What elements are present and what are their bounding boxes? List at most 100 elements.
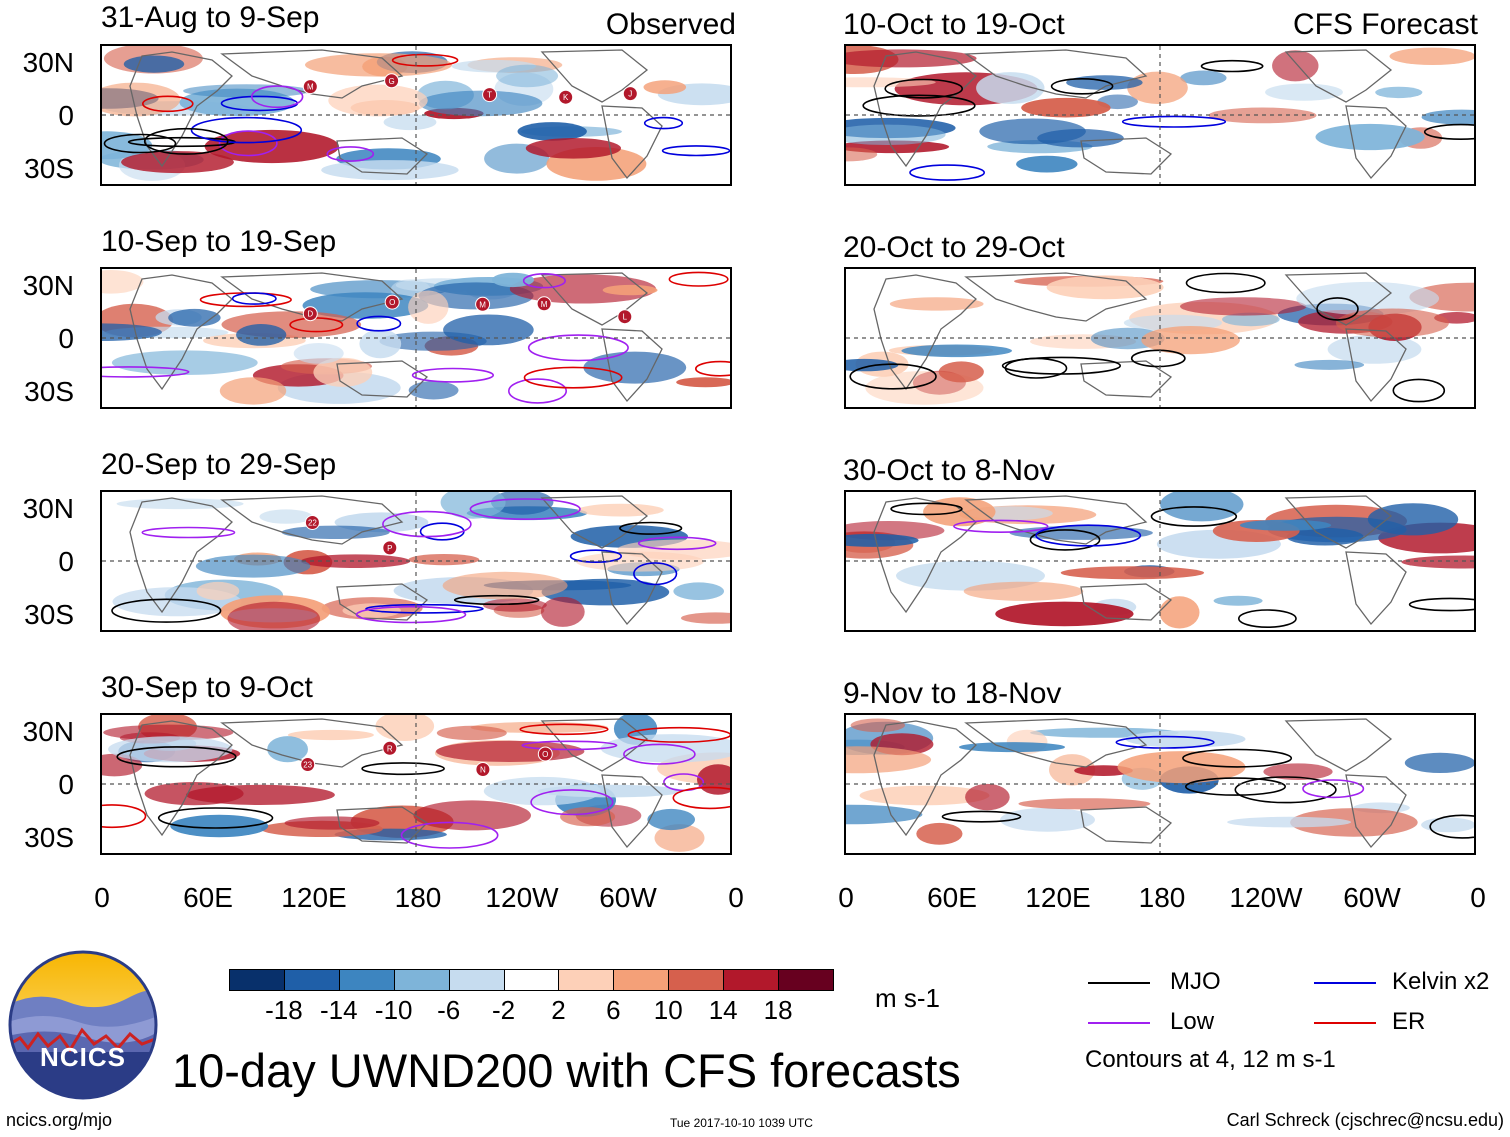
footer-timestamp: Tue 2017-10-10 1039 UTC <box>670 1116 813 1130</box>
contour-line <box>102 804 147 829</box>
observed-label: Observed <box>605 8 736 41</box>
lat-label-eq: 0 <box>58 323 74 354</box>
map-panel <box>844 267 1476 409</box>
colorbar-tick-label: -18 <box>265 995 303 1025</box>
contour-line <box>849 363 937 390</box>
coastline <box>220 272 404 322</box>
cyclone-label: R <box>387 744 393 753</box>
anomaly-shading <box>647 808 695 831</box>
contour-line <box>523 366 623 389</box>
anomaly-shading <box>236 324 287 346</box>
anomaly-shading <box>859 785 990 806</box>
footer-url[interactable]: ncics.org/mjo <box>6 1110 113 1130</box>
tropical-cyclone-icon <box>382 740 398 756</box>
legend-line-kelvin <box>1314 982 1376 984</box>
panel-title-right-1: 10-Oct to 19-Oct <box>843 8 1065 41</box>
coastline <box>964 495 1148 545</box>
colorbar-labels: -18 -14 -10 -6 -2 2 6 10 14 18 <box>229 995 833 1025</box>
footer-credit: Carl Schreck (cjschrec@ncsu.edu) <box>1226 1110 1504 1130</box>
anomaly-shading <box>102 82 181 117</box>
tropical-cyclone-icon <box>300 757 316 772</box>
coastline <box>1345 774 1407 849</box>
colorbar-swatch <box>668 969 725 991</box>
colorbar-tick-label: -2 <box>491 995 516 1025</box>
anomaly-shading <box>963 581 1084 601</box>
tropical-cyclone-icon <box>622 86 638 102</box>
colorbar-swatch <box>723 969 780 991</box>
anomaly-shading <box>916 822 963 845</box>
cyclone-label: D <box>307 310 313 319</box>
coastline <box>1284 272 1393 326</box>
coastline <box>220 718 404 768</box>
cyclone-label: P <box>387 544 392 553</box>
colorbar-swatch <box>503 969 560 991</box>
contour-line <box>1115 735 1215 749</box>
contour-line <box>1423 123 1474 140</box>
contour-line <box>507 378 567 404</box>
legend-label-mjo: MJO <box>1170 968 1221 995</box>
coastline <box>1080 360 1173 398</box>
contour-line <box>1121 115 1227 128</box>
anomaly-shading <box>965 783 1010 811</box>
contour-line <box>623 743 696 765</box>
contour-line <box>627 726 730 743</box>
contour-line <box>111 598 222 623</box>
colorbar-swatch <box>448 969 505 991</box>
anomaly-shading <box>111 350 258 375</box>
anomaly-shading <box>491 492 554 515</box>
contour-line <box>1408 597 1474 612</box>
anomaly-shading <box>1018 798 1151 810</box>
legend-label-low: Low <box>1170 1008 1215 1035</box>
map-panel: D O M M L <box>100 267 732 409</box>
anomaly-shading <box>1367 503 1459 536</box>
tropical-cyclone-icon <box>384 73 400 89</box>
anomaly-shading <box>1315 123 1425 151</box>
anomaly-shading <box>170 814 269 838</box>
lat-label-30n: 30N <box>22 47 74 78</box>
anomaly-shading <box>1159 596 1200 629</box>
lon-label: 0 <box>728 882 744 913</box>
colorbar-tick-label: 10 <box>653 995 683 1025</box>
cyclone-label: O <box>542 750 548 759</box>
contour-line <box>661 145 730 157</box>
contour-line <box>411 367 495 383</box>
anomaly-shading <box>144 782 244 806</box>
contour-line <box>391 53 459 67</box>
lon-label: 60W <box>1343 882 1401 913</box>
anomaly-shading <box>1180 70 1227 86</box>
anomaly-shading <box>1335 308 1449 338</box>
anomaly-shading <box>676 377 730 388</box>
map-panel: 22 P <box>100 490 732 632</box>
map-panel <box>844 44 1476 186</box>
anomaly-shading <box>408 290 449 324</box>
coastline <box>129 51 233 168</box>
anomaly-shading <box>1296 281 1440 316</box>
anomaly-shading <box>560 807 616 827</box>
anomaly-shading <box>509 274 656 304</box>
anomaly-shading <box>577 503 664 517</box>
anomaly-shading <box>383 114 437 131</box>
anomaly-shading <box>1272 50 1319 82</box>
anomaly-shading <box>267 736 308 763</box>
coastline <box>1080 583 1173 621</box>
coastline <box>1284 718 1393 772</box>
coastline <box>1345 105 1407 180</box>
contour-line <box>218 130 278 157</box>
anomaly-shading <box>408 381 459 400</box>
contour-line <box>941 810 1022 823</box>
tropical-cyclone-icon <box>482 87 498 103</box>
main-title: 10-day UWND200 with CFS forecasts <box>172 1044 961 1097</box>
contour-line <box>1316 297 1359 321</box>
anomaly-shading <box>168 308 221 327</box>
colorbar-swatch <box>613 969 670 991</box>
anomaly-shading <box>1421 817 1474 833</box>
contour-line <box>519 723 609 736</box>
anomaly-shading <box>1421 109 1474 125</box>
tropical-cyclone-icon <box>384 294 400 310</box>
contour-line <box>637 536 717 551</box>
lat-label-30s: 30S <box>24 822 74 853</box>
lon-label: 0 <box>838 882 854 913</box>
lon-label: 60W <box>599 882 657 913</box>
anomaly-shading <box>1021 97 1111 118</box>
anomaly-shading <box>846 804 923 825</box>
